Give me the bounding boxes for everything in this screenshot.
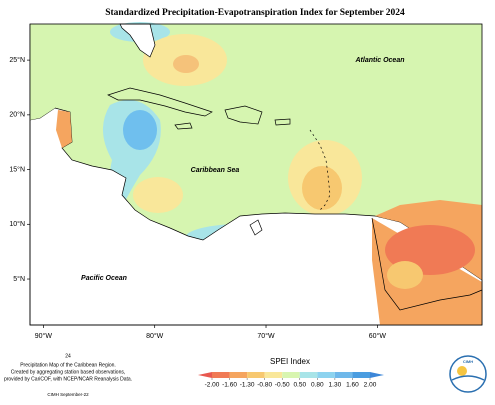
- border: [371, 217, 483, 311]
- colorbar-segment: [264, 372, 283, 378]
- map-frame: [29, 23, 483, 326]
- colorbar-tick-label: 1.60: [346, 382, 359, 389]
- colorbar-tick-label: -0.50: [275, 382, 290, 389]
- y-tick-label: 15°N: [9, 165, 25, 173]
- colorbar-tick-label: 2.00: [364, 382, 377, 389]
- legend-title: SPEI Index: [270, 357, 310, 366]
- credit: CIMH September-22: [47, 392, 89, 397]
- map: Atlantic Ocean Caribbean Sea Pacific Oce…: [29, 22, 483, 326]
- colorbar-arrow: [370, 372, 385, 378]
- colorbar-tick-label: -1.30: [240, 382, 255, 389]
- logo-ring: [449, 355, 487, 393]
- lesser-antilles: [309, 129, 331, 211]
- colorbar-tick-label: 0.50: [293, 382, 306, 389]
- field-dry: [173, 55, 199, 73]
- logo: CIMH: [449, 355, 487, 393]
- colorbar-segment: [247, 372, 265, 378]
- footer-line: provided by CariCOF, with NCEP/NCAR Rean…: [4, 376, 132, 382]
- logo-sun: [457, 366, 467, 376]
- field-dry: [302, 166, 342, 210]
- florida: [119, 23, 156, 58]
- y-tick-label: 5°N: [13, 275, 25, 283]
- footer-line: Precipitation Map of the Caribbean Regio…: [20, 362, 116, 368]
- gulf: [30, 24, 55, 120]
- x-tick-label: 70°W: [257, 332, 275, 340]
- hispaniola: [224, 105, 263, 125]
- colorbar-tick-label: -2.00: [205, 382, 220, 389]
- y-tick-label: 10°N: [9, 220, 25, 228]
- title: Standardized Precipitation-Evapotranspir…: [105, 8, 405, 18]
- logo-wave: [451, 375, 485, 381]
- ocean-label: Caribbean Sea: [191, 167, 240, 174]
- puerto-rico: [274, 118, 291, 126]
- peninsula: [249, 219, 263, 236]
- colorbar-tick-label: 1.30: [329, 382, 342, 389]
- cuba: [107, 87, 213, 117]
- footer-line: Created by aggregating station based obs…: [11, 369, 126, 375]
- field-dry: [133, 177, 183, 213]
- x-tick-label: 90°W: [35, 332, 53, 340]
- field-dry: [387, 261, 423, 289]
- x-tick-label: 60°W: [369, 332, 387, 340]
- colorbar-segment: [334, 372, 353, 378]
- colorbar-arrow: [197, 372, 212, 378]
- colorbar-segment: [299, 372, 318, 378]
- axis-ticks: 90°W 80°W 70°W 60°W 5°N 10°N 15°N 20°N 25°N: [9, 56, 386, 340]
- x-tick-label: 80°W: [146, 332, 164, 340]
- jamaica: [174, 122, 193, 130]
- colorbar-segment: [212, 372, 230, 378]
- logo-label: CIMH: [463, 359, 473, 364]
- field-wet: [123, 110, 157, 150]
- colorbar-tick-label: -0.80: [257, 382, 272, 389]
- colorbar-tick-label: 0.80: [311, 382, 324, 389]
- ocean-label: Pacific Ocean: [81, 275, 127, 282]
- field-dry: [56, 110, 72, 148]
- colorbar-segment: [317, 372, 335, 378]
- colorbar-segment: [352, 372, 370, 378]
- colorbar-segment: [282, 372, 300, 378]
- y-tick-label: 25°N: [9, 56, 25, 64]
- ocean-label: Atlantic Ocean: [354, 57, 404, 64]
- page-number: 24: [65, 353, 71, 359]
- colorbar-tick-label: -1.60: [222, 382, 237, 389]
- colorbar-segment: [229, 372, 248, 378]
- legend: -2.00 -1.60 -1.30 -0.80 -0.50 0.50 0.80 1.30 1.6…: [197, 372, 385, 389]
- y-tick-label: 20°N: [9, 111, 25, 119]
